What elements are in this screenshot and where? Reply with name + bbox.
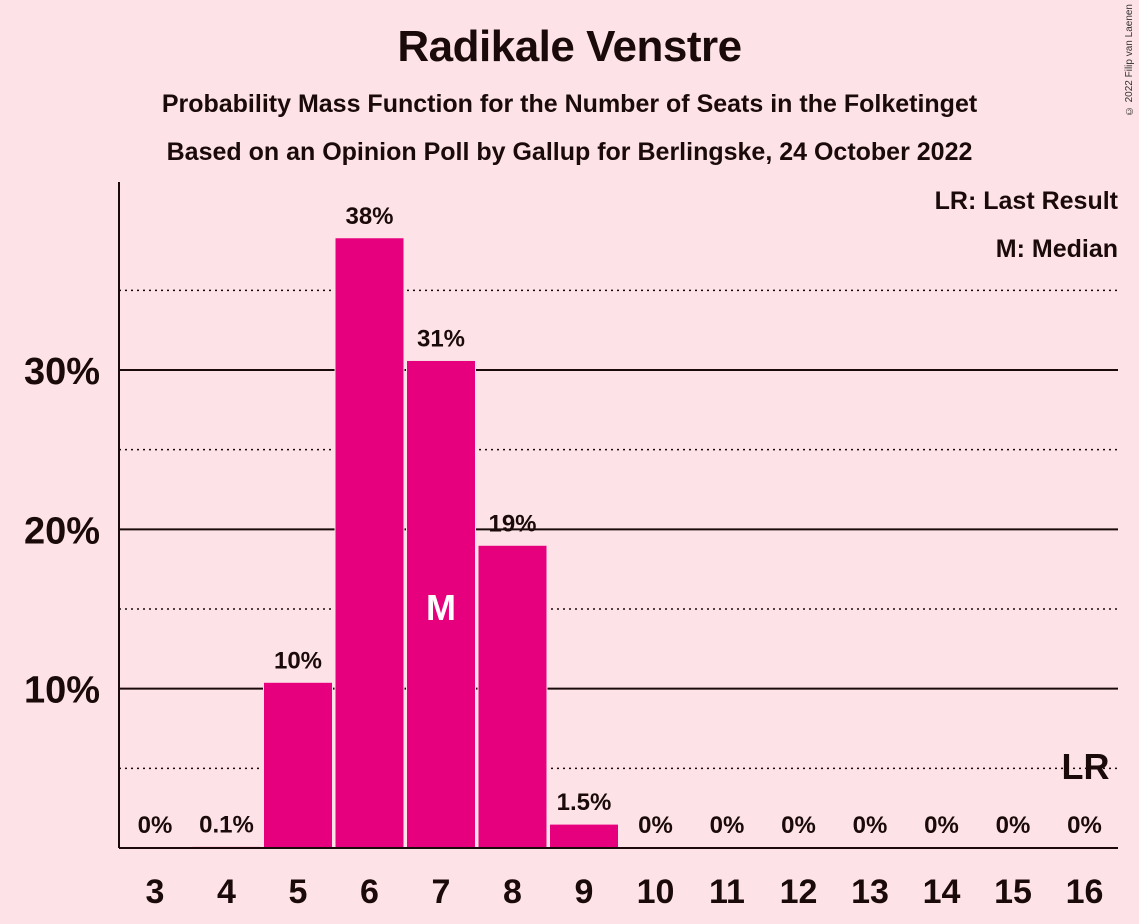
data-label: 0% — [781, 812, 816, 839]
y-tick-label: 10% — [24, 670, 100, 712]
data-label: 31% — [417, 325, 465, 352]
bar-seat-9 — [549, 823, 619, 849]
data-label: 19% — [488, 510, 536, 537]
x-tick-label: 16 — [1066, 873, 1104, 911]
x-tick-label: 12 — [780, 873, 818, 911]
x-tick-label: 15 — [994, 873, 1032, 911]
axes — [118, 182, 1118, 849]
bars — [191, 237, 619, 849]
data-label: 1.5% — [557, 789, 612, 816]
x-tick-label: 8 — [503, 873, 522, 911]
legend-last-result: LR: Last Result — [935, 187, 1119, 215]
x-tick-label: 10 — [637, 873, 675, 911]
data-label: 0% — [710, 812, 745, 839]
data-label: 0% — [638, 812, 673, 839]
chart-title: Radikale Venstre — [397, 22, 742, 71]
data-label: 10% — [274, 647, 322, 674]
y-tick-label: 20% — [24, 510, 100, 552]
last-result-marker: LR — [1062, 746, 1110, 787]
bar-seat-5 — [263, 681, 333, 849]
data-label: 0% — [1067, 812, 1102, 839]
x-tick-label: 13 — [851, 873, 889, 911]
x-tick-label: 9 — [575, 873, 594, 911]
data-label: 0.1% — [199, 811, 254, 838]
chart-subtitle: Probability Mass Function for the Number… — [161, 90, 978, 118]
labels: 10%20%30%30%40.1%510%638%731%819%91.5%10… — [24, 203, 1110, 911]
legend-median: M: Median — [996, 235, 1118, 263]
data-label: 0% — [138, 812, 173, 839]
x-tick-label: 4 — [217, 873, 236, 911]
x-tick-label: 14 — [923, 873, 961, 911]
x-tick-label: 11 — [709, 873, 745, 911]
bar-seat-7 — [406, 359, 476, 849]
x-tick-label: 3 — [146, 873, 165, 911]
bar-seat-8 — [477, 544, 548, 849]
bar-seat-6 — [334, 237, 405, 849]
data-label: 0% — [996, 812, 1031, 839]
x-tick-label: 5 — [289, 873, 308, 911]
y-tick-label: 30% — [24, 351, 100, 393]
data-label: 0% — [924, 812, 959, 839]
gridlines — [119, 289, 1118, 770]
data-label: 38% — [345, 203, 393, 230]
data-label: 0% — [853, 812, 888, 839]
median-marker: M — [426, 587, 456, 628]
x-tick-label: 7 — [432, 873, 451, 911]
chart-source: Based on an Opinion Poll by Gallup for B… — [166, 138, 973, 166]
x-tick-label: 6 — [360, 873, 379, 911]
